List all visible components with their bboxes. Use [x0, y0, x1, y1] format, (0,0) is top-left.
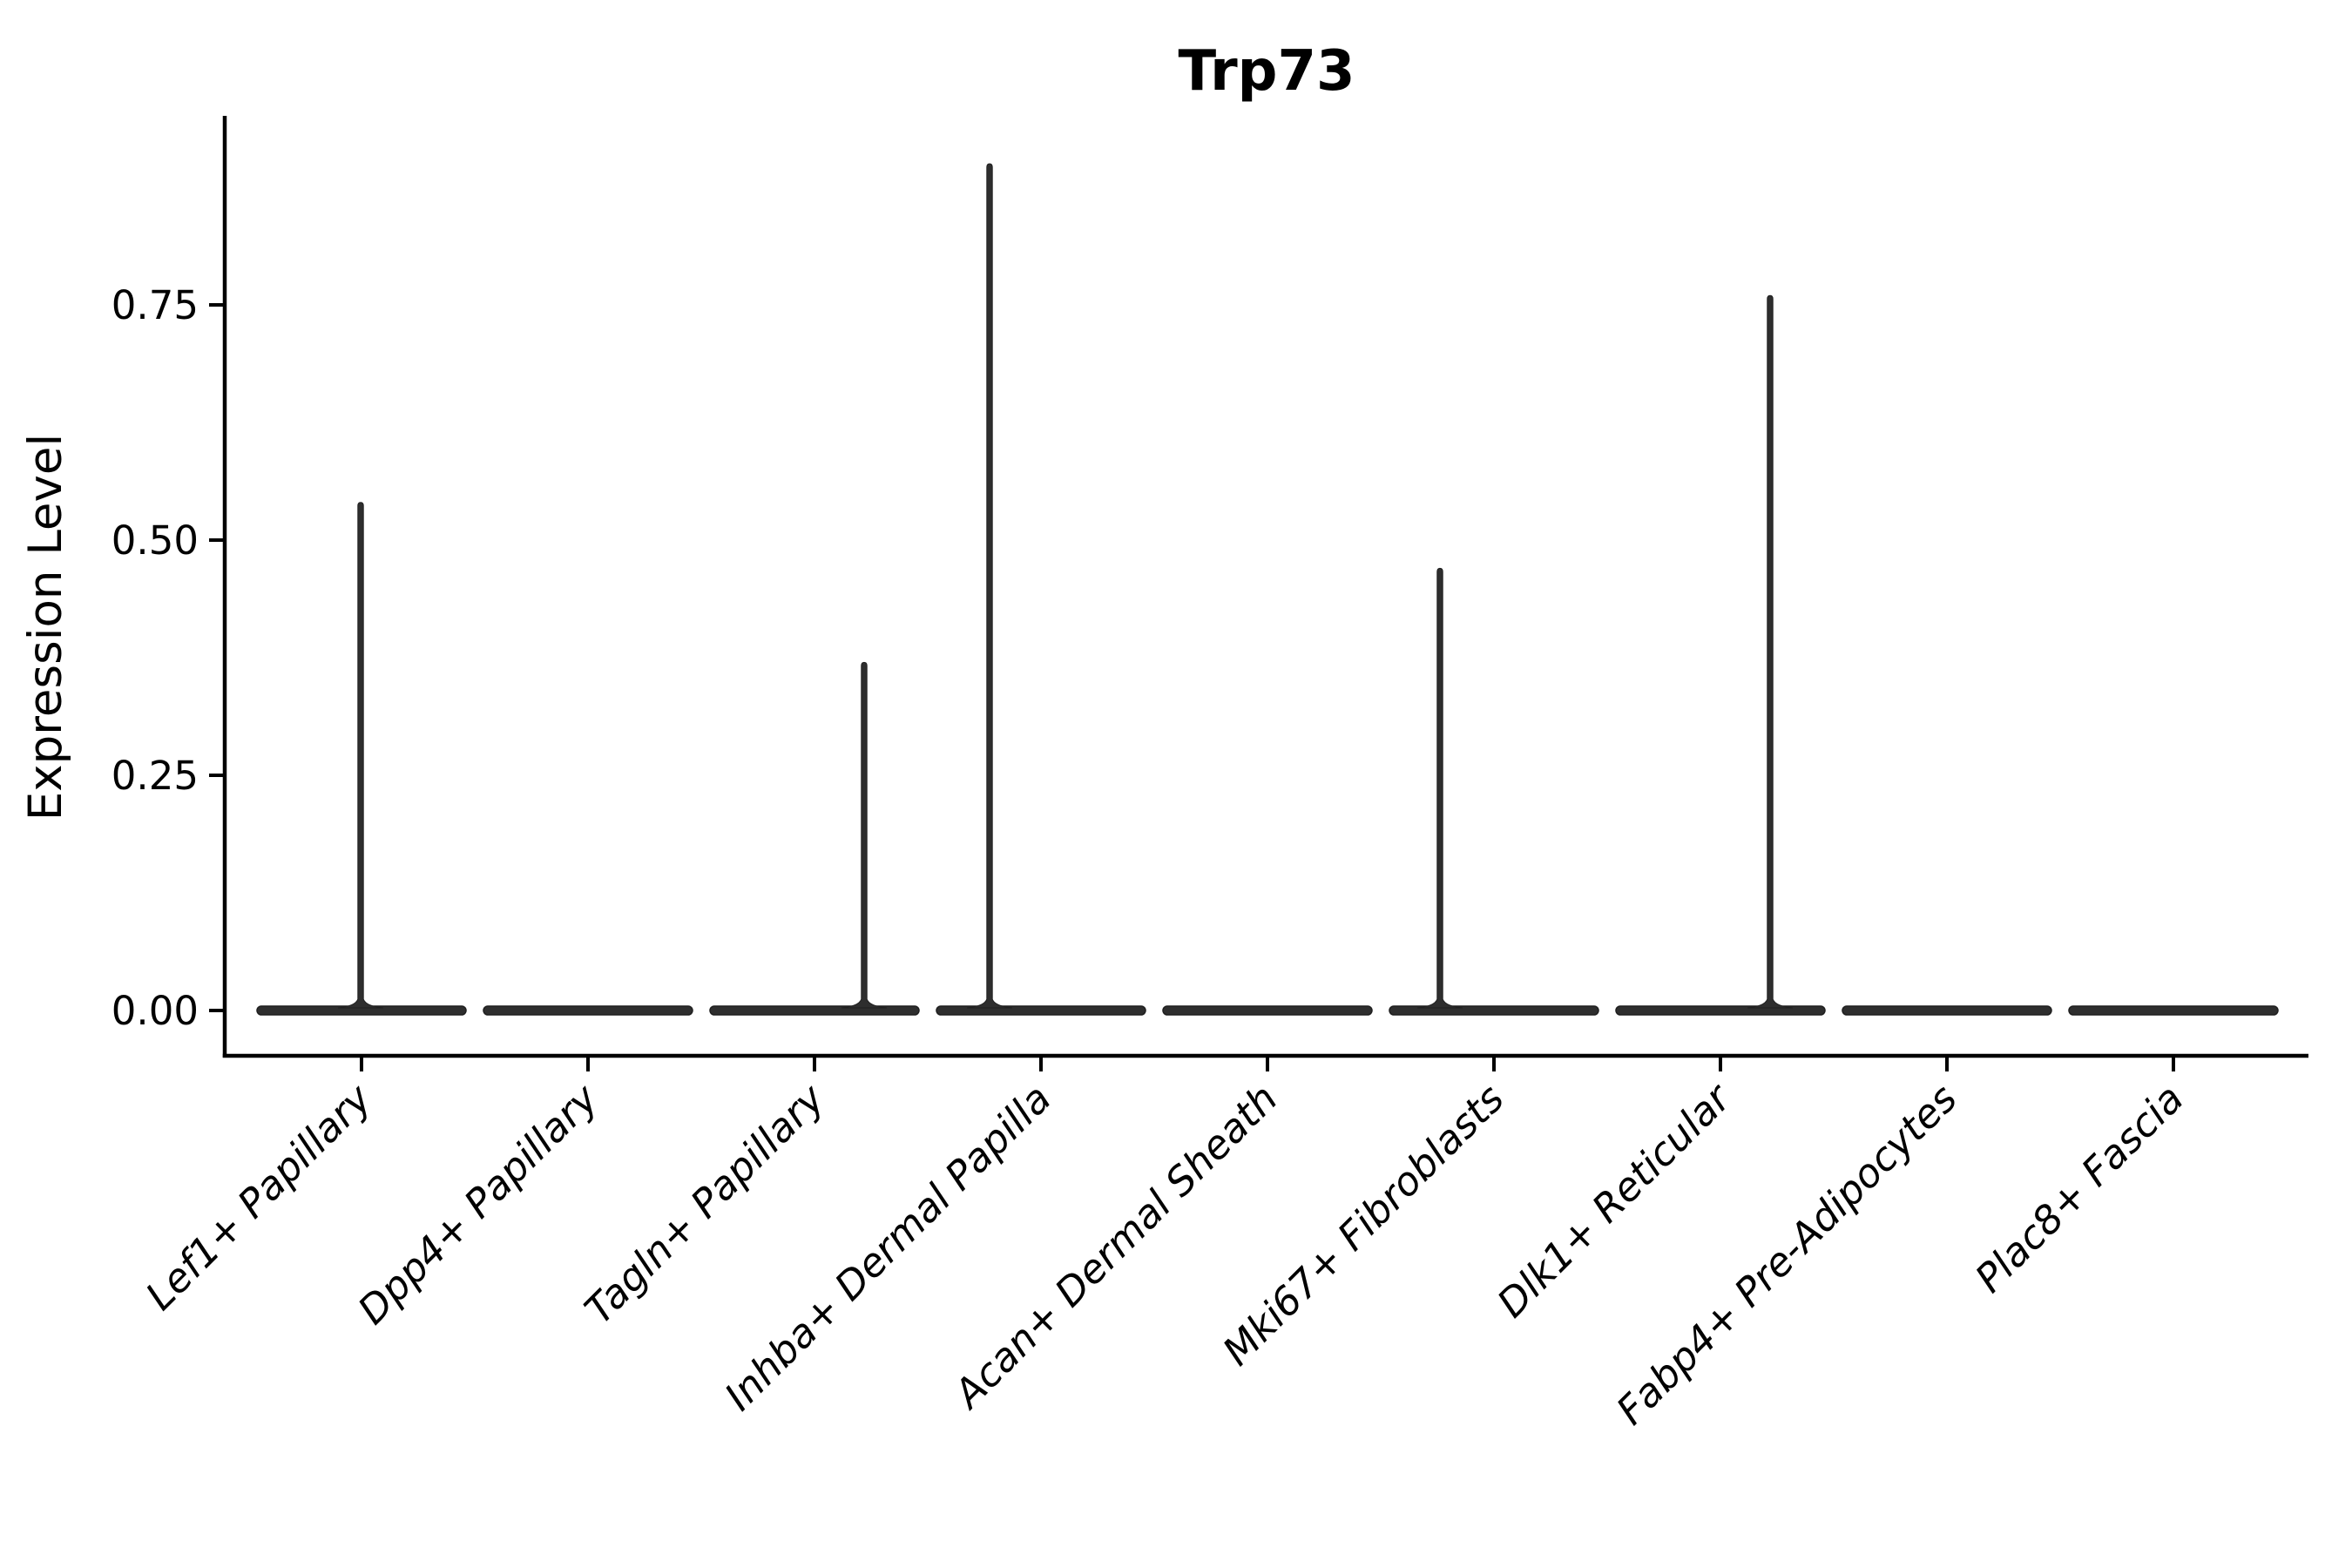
- violin: [256, 502, 467, 1016]
- violin-body: [1615, 1005, 1826, 1016]
- violin: [1162, 1005, 1373, 1016]
- x-tick-label: Plac8+ Fascia: [1966, 1075, 2193, 1301]
- x-tick-label: Dpp4+ Papillary: [349, 1074, 608, 1333]
- x-tick-label: Dlk1+ Reticular: [1488, 1074, 1740, 1327]
- y-tick-label: 0.00: [112, 988, 199, 1034]
- violin-body: [1842, 1005, 2052, 1016]
- plot-title: Trp73: [1178, 39, 1355, 104]
- x-tick-label: Lef1+ Papillary: [137, 1074, 382, 1319]
- violin-spike: [1747, 294, 1794, 1009]
- violin: [709, 661, 920, 1016]
- violin-spike: [966, 163, 1013, 1009]
- violin: [2068, 1005, 2279, 1016]
- violin-spike: [1416, 567, 1463, 1009]
- violin: [1615, 294, 1826, 1016]
- violin-group: [256, 163, 2279, 1016]
- y-axis-label: Expression Level: [19, 434, 72, 821]
- y-tick-label: 0.50: [112, 517, 199, 564]
- violin-body: [483, 1005, 693, 1016]
- x-tick-label: Tagln+ Papillary: [576, 1074, 835, 1333]
- violin: [483, 1005, 693, 1016]
- y-tick-label: 0.75: [112, 282, 199, 328]
- violin-spike: [841, 661, 888, 1009]
- violin: [1389, 567, 1599, 1016]
- violin: [936, 163, 1146, 1016]
- y-tick-group: 0.00 0.25 0.50 0.75: [112, 282, 225, 1034]
- violin-body: [1162, 1005, 1373, 1016]
- y-tick-label: 0.25: [112, 753, 199, 799]
- violin-spike: [337, 502, 384, 1009]
- violin-body: [709, 1005, 920, 1016]
- violin: [1842, 1005, 2052, 1016]
- violin-body: [2068, 1005, 2279, 1016]
